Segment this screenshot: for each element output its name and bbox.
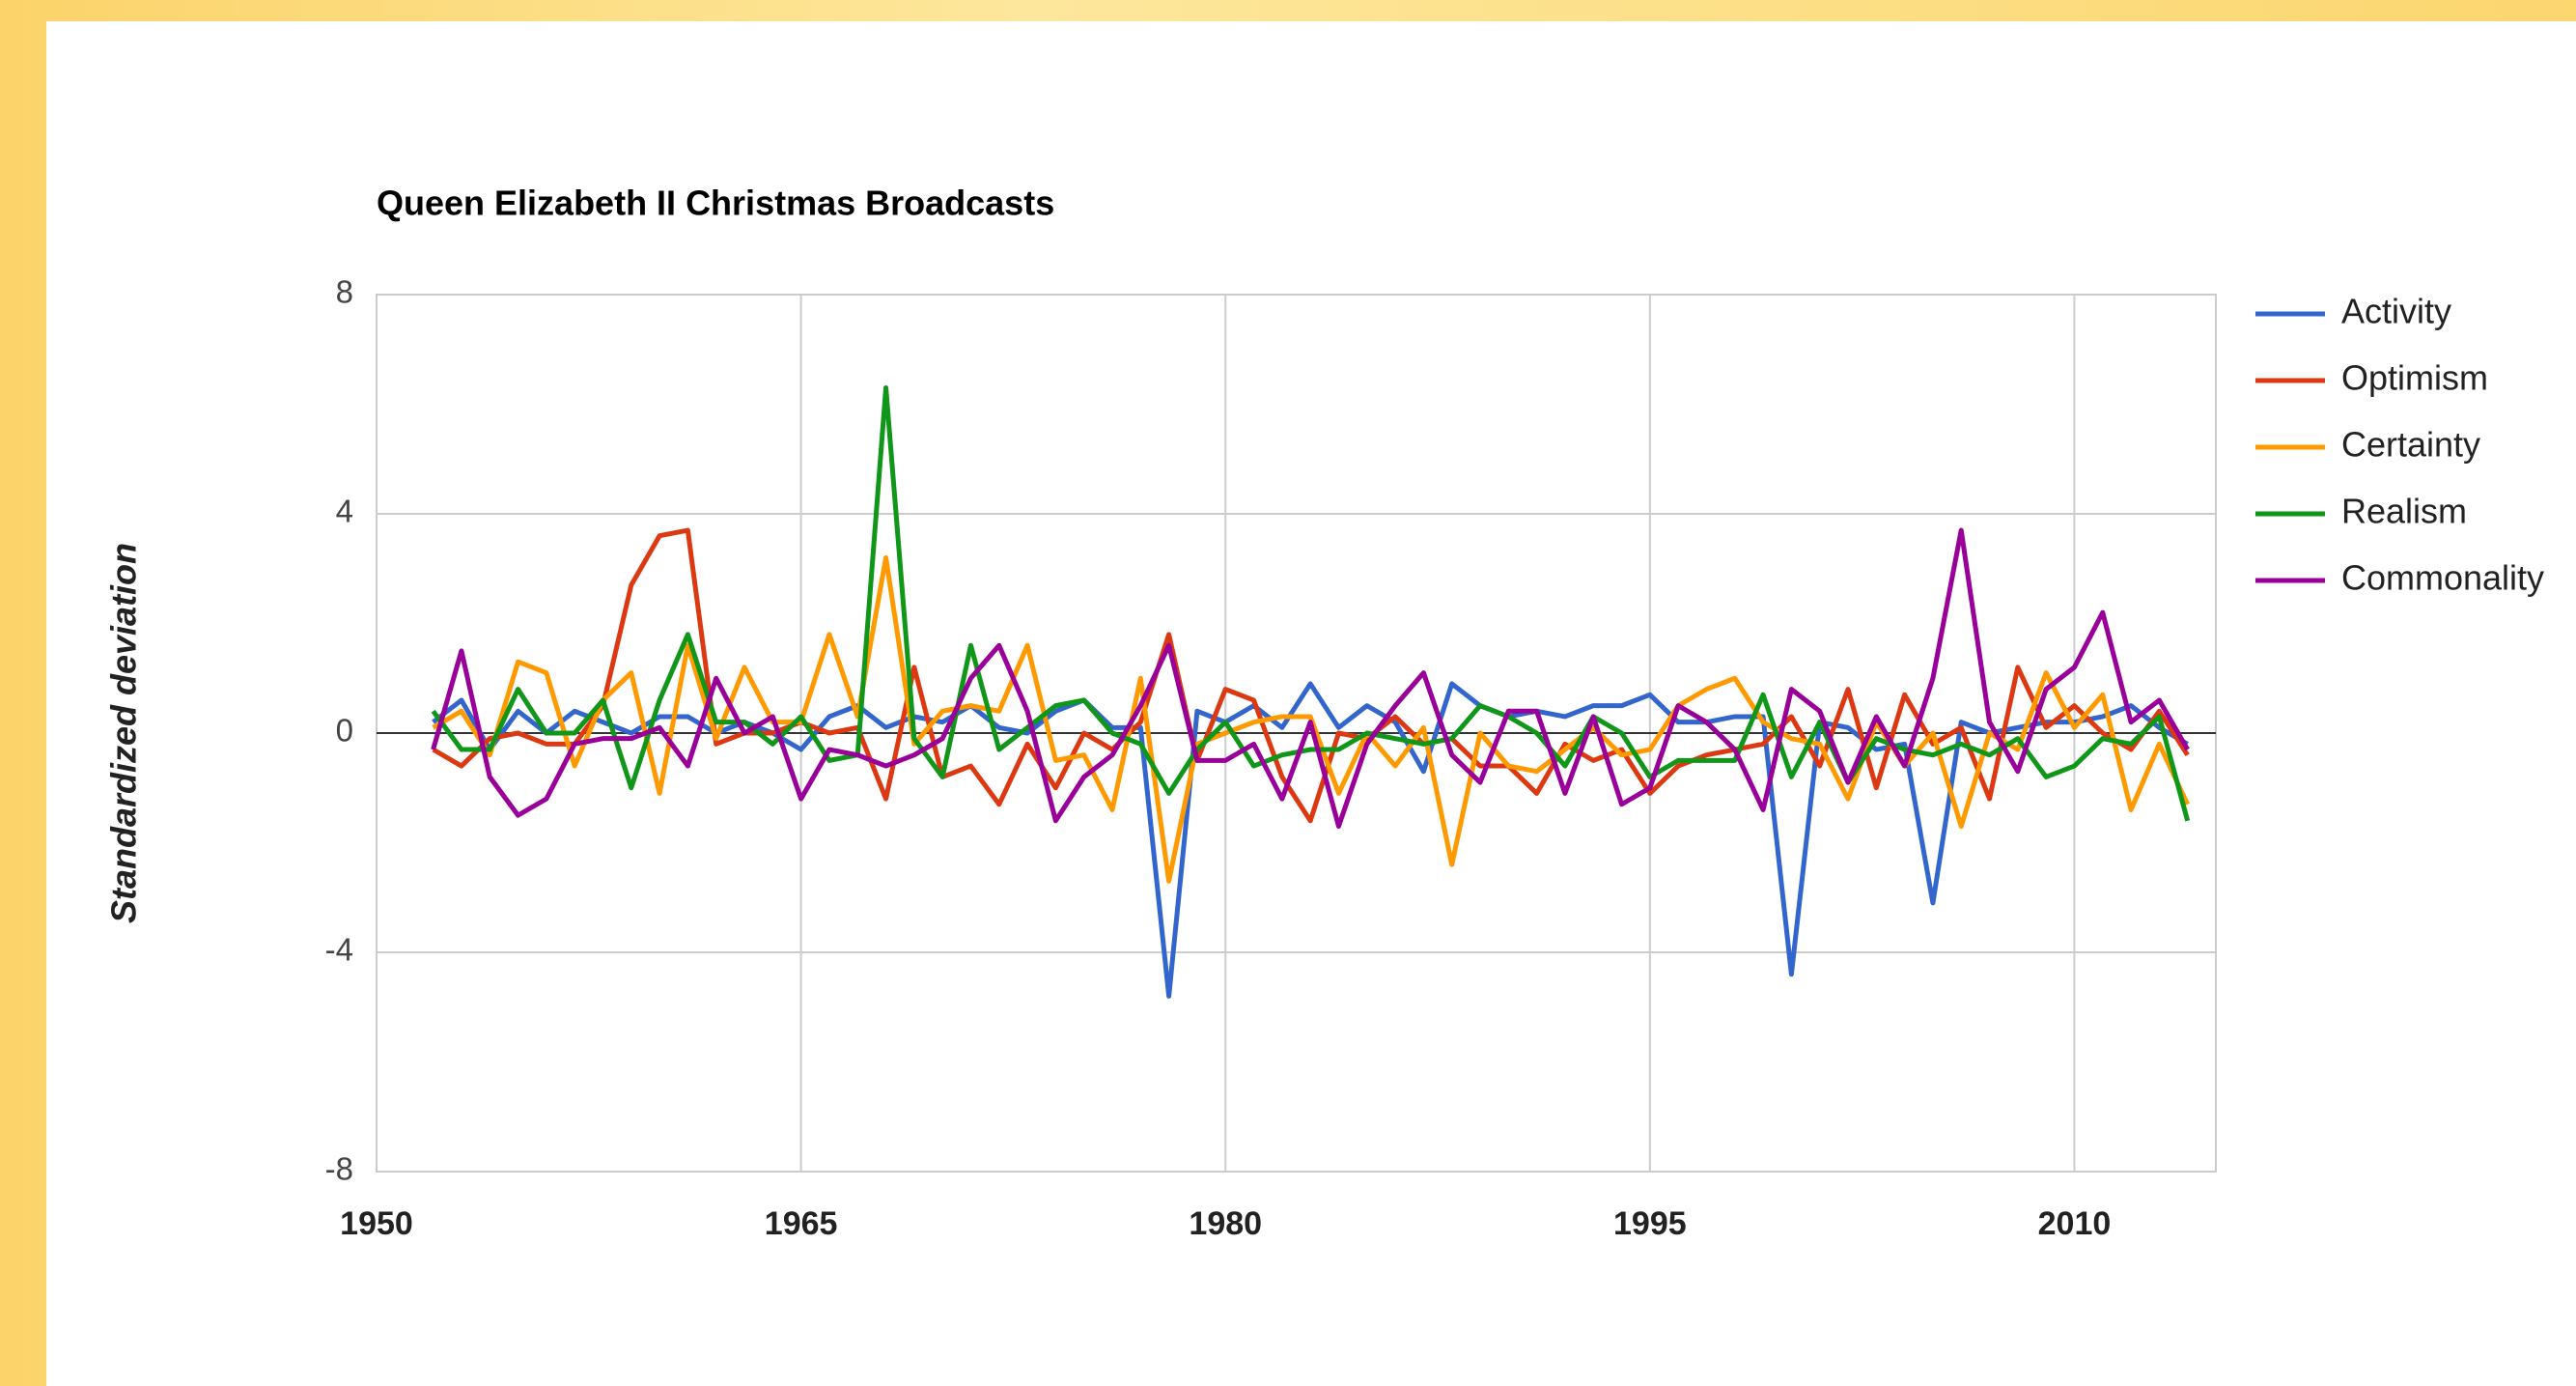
legend-label: Optimism xyxy=(2341,358,2488,398)
chart-title: Queen Elizabeth II Christmas Broadcasts xyxy=(377,184,1054,223)
y-tick-label: 0 xyxy=(336,713,353,749)
series-line xyxy=(431,527,2190,829)
y-tick-label: 4 xyxy=(336,494,353,529)
y-axis-label: Standardized deviation xyxy=(104,543,144,923)
legend-label: Activity xyxy=(2341,292,2451,331)
legend-label: Certainty xyxy=(2341,425,2480,465)
legend-label: Realism xyxy=(2341,492,2467,531)
y-tick-label: 8 xyxy=(336,274,353,310)
x-tick-label: 2010 xyxy=(2038,1205,2112,1242)
legend-label: Commonality xyxy=(2341,558,2544,598)
series-line xyxy=(432,527,2190,824)
x-tick-label: 1995 xyxy=(1613,1205,1687,1242)
x-tick-label: 1980 xyxy=(1189,1205,1262,1242)
y-tick-label: -4 xyxy=(325,932,353,968)
x-tick-label: 1965 xyxy=(765,1205,838,1242)
x-tick-label: 1950 xyxy=(340,1205,413,1242)
y-tick-label: -8 xyxy=(325,1151,353,1187)
